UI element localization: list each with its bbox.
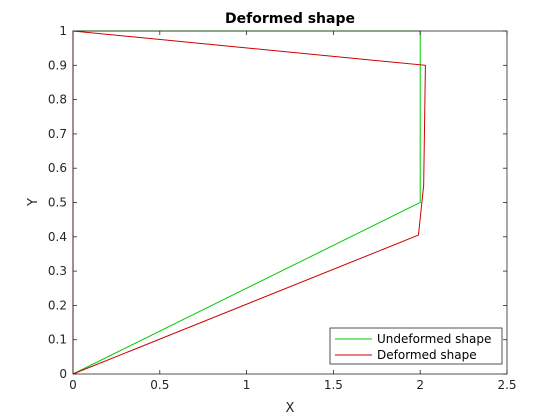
x-tick-label: 2 [416, 378, 424, 392]
y-axis-label: Y [26, 198, 41, 207]
chart-title: Deformed shape [225, 11, 355, 27]
y-tick-label: 0.1 [48, 333, 67, 347]
y-tick-label: 0.7 [48, 127, 67, 141]
x-tick-label: 1 [243, 378, 251, 392]
y-tick-label: 0.6 [48, 161, 67, 175]
x-tick-label: 0 [69, 378, 77, 392]
y-tick-label: 0.2 [48, 298, 67, 312]
axes-box [72, 30, 508, 375]
y-tick-label: 1 [59, 24, 67, 38]
legend-box [329, 327, 503, 365]
y-tick-label: 0.5 [48, 196, 67, 210]
y-tick-label: 0.3 [48, 264, 67, 278]
x-tick-label: 0.5 [150, 378, 169, 392]
y-tick-label: 0 [59, 367, 67, 381]
y-tick-label: 0.8 [48, 93, 67, 107]
y-tick-label: 0.4 [48, 230, 67, 244]
x-tick-label: 1.5 [324, 378, 343, 392]
legend-label-undeformed: Undeformed shape [377, 332, 491, 346]
legend-label-deformed: Deformed shape [377, 348, 477, 362]
y-tick-label: 0.9 [48, 58, 67, 72]
x-axis-label: X [286, 401, 295, 416]
legend: Undeformed shape Deformed shape [329, 327, 503, 365]
tick-layer: 0 0.5 1 1.5 2 2.5 0 0.1 0.2 0.3 0.4 0.5 0.6 0.7 0.8 0.9… [48, 24, 517, 392]
plot-area [73, 31, 507, 374]
x-tick-label: 2.5 [497, 378, 516, 392]
